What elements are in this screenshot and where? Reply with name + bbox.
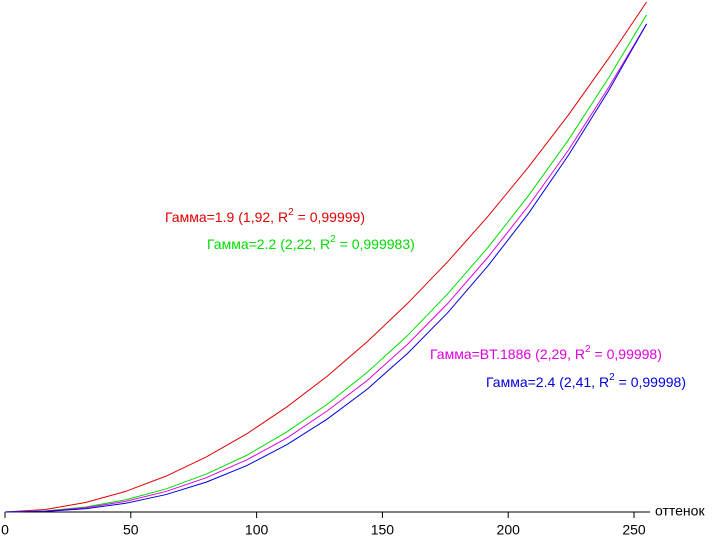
x-tick-label: 200 (497, 522, 521, 538)
fit-sup: 2 (330, 234, 336, 245)
fit-prefix: (1,92, R (238, 209, 288, 225)
legend-entry: Гамма=2.4 (2,41, R2 = 0,99998) (486, 372, 686, 390)
series-line (4, 23, 648, 513)
fit-prefix: (2,41, R (559, 374, 609, 390)
legend-entry: Гамма=1.9 (1,92, R2 = 0,99999) (165, 207, 365, 225)
series-line (4, 1, 648, 513)
fit-sup: 2 (609, 372, 615, 383)
fit-suffix: = 0,999983) (340, 236, 415, 252)
fit-prefix: (2,29, R (535, 346, 585, 362)
x-tick-label: 100 (245, 522, 269, 538)
legend-entry: Гамма=BT.1886 (2,29, R2 = 0,99998) (430, 344, 662, 362)
series-name: Гамма=1.9 (165, 209, 234, 225)
series-name: Гамма=2.4 (486, 374, 555, 390)
fit-suffix: = 0,99998) (619, 374, 686, 390)
fit-sup: 2 (288, 207, 294, 218)
x-tick-label: 50 (123, 522, 139, 538)
fit-suffix: = 0,99998) (595, 346, 662, 362)
x-tick-label: 150 (371, 522, 395, 538)
x-tick-label: 250 (622, 522, 646, 538)
series-line (4, 14, 648, 513)
fit-prefix: (2,22, R (280, 236, 330, 252)
fit-suffix: = 0,99999) (298, 209, 365, 225)
series-line (4, 23, 648, 513)
x-axis-label: оттенок (655, 503, 705, 519)
fit-sup: 2 (585, 344, 591, 355)
legend-entry: Гамма=2.2 (2,22, R2 = 0,999983) (207, 234, 415, 252)
x-tick-label: 0 (1, 522, 9, 538)
series-name: Гамма=BT.1886 (430, 346, 531, 362)
series-name: Гамма=2.2 (207, 236, 276, 252)
